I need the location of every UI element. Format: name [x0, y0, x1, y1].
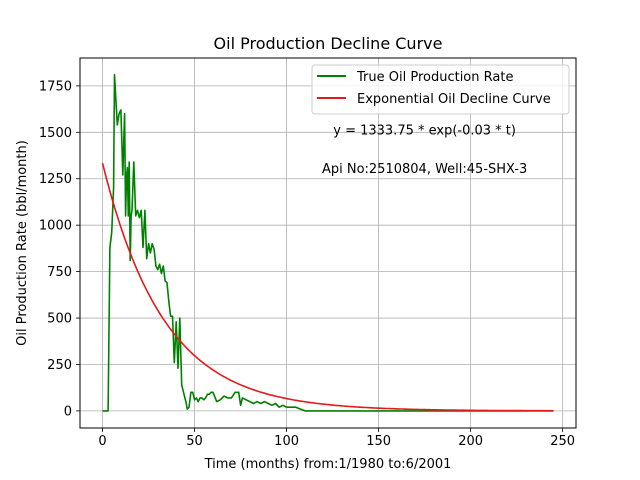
legend: True Oil Production Rate Exponential Oil… [311, 64, 570, 115]
y-tick-label: 0 [64, 404, 72, 419]
y-tick-label: 750 [47, 265, 72, 280]
legend-label-true-rate: True Oil Production Rate [356, 70, 513, 85]
axis-ticks: 0 50 100 150 200 250 0 250 500 750 1000 1250 1500 175… [39, 79, 575, 449]
x-tick-label: 200 [458, 434, 483, 449]
y-tick-label: 250 [47, 358, 72, 373]
chart-title: Oil Production Decline Curve [214, 34, 443, 53]
y-tick-label: 1500 [39, 126, 72, 141]
x-tick-label: 0 [98, 434, 106, 449]
series-line-exponential-curve [101, 162, 554, 412]
legend-box [311, 64, 570, 115]
y-axis-label: Oil Production Rate (bbl/month) [15, 140, 30, 346]
y-tick-label: 1250 [39, 172, 72, 187]
x-tick-label: 50 [186, 434, 203, 449]
y-tick-label: 1000 [39, 219, 72, 234]
series-line-true-rate [102, 73, 554, 412]
well-info-annotation: Api No:2510804, Well:45-SHX-3 [322, 162, 527, 177]
equation-annotation: y = 1333.75 * exp(-0.03 * t) [333, 124, 516, 139]
x-tick-label: 150 [366, 434, 391, 449]
plot-series [101, 73, 554, 412]
axes-frame [79, 57, 577, 429]
y-tick-label: 1750 [39, 79, 72, 94]
y-tick-label: 500 [47, 312, 72, 327]
x-tick-label: 100 [274, 434, 299, 449]
legend-label-exponential-curve: Exponential Oil Decline Curve [357, 92, 551, 107]
x-axis-label: Time (months) from:1/1980 to:6/2001 [204, 457, 452, 472]
x-tick-label: 250 [550, 434, 575, 449]
